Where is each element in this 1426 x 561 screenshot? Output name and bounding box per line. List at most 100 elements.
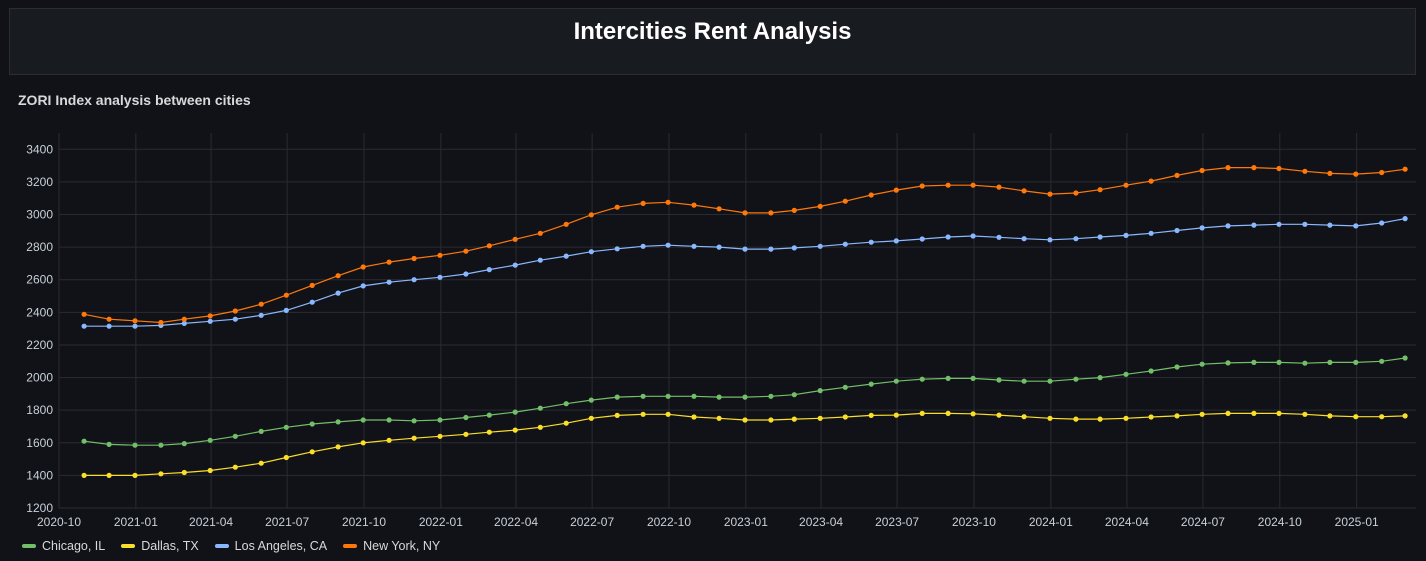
data-point <box>970 233 976 239</box>
y-tick-label: 1400 <box>26 468 53 482</box>
data-point <box>132 442 138 448</box>
data-point <box>360 264 366 270</box>
data-point <box>791 416 797 422</box>
data-point <box>1353 223 1359 229</box>
data-point <box>691 202 697 208</box>
data-point <box>537 424 543 430</box>
data-point <box>1123 182 1129 188</box>
data-point <box>1123 371 1129 377</box>
data-point <box>842 384 848 390</box>
data-point <box>742 417 748 423</box>
data-point <box>563 221 569 227</box>
data-point <box>970 411 976 417</box>
x-tick-label: 2022-04 <box>494 515 538 529</box>
data-point <box>132 323 138 329</box>
data-point <box>181 316 187 322</box>
data-point <box>588 415 594 421</box>
legend-item[interactable]: Los Angeles, CA <box>214 539 328 553</box>
data-point <box>1327 170 1333 176</box>
data-point <box>817 388 823 394</box>
data-point <box>716 415 722 421</box>
y-tick-label: 1200 <box>26 501 53 515</box>
data-point <box>1174 172 1180 178</box>
data-point <box>386 417 392 423</box>
data-point <box>1199 361 1205 367</box>
panel-title: ZORI Index analysis between cities <box>18 92 251 108</box>
data-point <box>1379 169 1385 176</box>
data-point <box>919 183 925 189</box>
dashboard-title: Intercities Rent Analysis <box>573 18 852 45</box>
data-point <box>437 252 443 258</box>
data-point <box>81 438 87 444</box>
data-point <box>691 393 697 399</box>
x-axis: 2020-10 2021-01 2021-04 2021-07 2021-10 2022-… <box>37 515 1379 529</box>
data-point <box>360 283 366 289</box>
legend-item[interactable]: New York, NY <box>343 539 440 553</box>
data-point <box>1225 410 1231 416</box>
data-point <box>919 376 925 382</box>
data-point <box>768 210 774 216</box>
x-tick-label: 2020-10 <box>37 515 81 529</box>
data-point <box>614 412 620 418</box>
data-point <box>411 277 417 283</box>
data-point <box>360 440 366 446</box>
data-point <box>106 441 112 447</box>
data-point <box>1097 416 1103 422</box>
data-point <box>996 377 1002 383</box>
data-point <box>207 318 213 324</box>
data-point <box>1123 415 1129 421</box>
data-point <box>232 308 238 314</box>
data-point <box>486 267 492 273</box>
data-point <box>537 405 543 411</box>
data-point <box>335 290 341 296</box>
data-point <box>335 419 341 425</box>
data-point <box>817 243 823 249</box>
data-point <box>996 184 1002 190</box>
data-point <box>1021 188 1027 194</box>
data-point <box>1174 227 1180 234</box>
legend-swatch <box>214 544 229 548</box>
data-point <box>463 414 469 421</box>
data-point <box>842 414 848 420</box>
y-tick-label: 1600 <box>26 436 53 450</box>
data-point <box>207 437 213 443</box>
data-point <box>970 182 976 188</box>
data-point <box>665 411 671 417</box>
data-point <box>893 412 899 418</box>
data-point <box>1353 359 1359 365</box>
data-point <box>1276 410 1282 416</box>
y-tick-label: 3200 <box>26 175 53 189</box>
data-point <box>232 464 238 470</box>
data-point <box>106 323 112 329</box>
data-point <box>640 411 646 417</box>
legend-label: Los Angeles, CA <box>234 539 328 553</box>
data-point <box>1047 415 1053 421</box>
data-point <box>1097 234 1103 240</box>
data-point <box>868 239 874 245</box>
data-point <box>309 299 315 305</box>
series-line <box>83 167 1406 324</box>
legend-item[interactable]: Chicago, IL <box>22 539 105 553</box>
data-point <box>106 316 112 322</box>
x-tick-label: 2021-10 <box>342 515 386 529</box>
data-point <box>132 318 138 324</box>
legend-item[interactable]: Dallas, TX <box>121 539 199 553</box>
x-tick-label: 2025-01 <box>1335 515 1379 529</box>
data-point <box>437 417 443 423</box>
data-point <box>437 274 443 280</box>
series-los-angeles-ca <box>81 216 1408 329</box>
data-point <box>486 412 492 418</box>
data-point <box>614 394 620 400</box>
data-point <box>691 414 697 420</box>
x-tick-label: 2024-07 <box>1181 515 1225 529</box>
data-point <box>486 243 492 249</box>
data-point <box>665 199 671 205</box>
data-point <box>1402 355 1408 361</box>
data-point <box>106 472 112 478</box>
data-point <box>1047 378 1053 384</box>
series-chicago-il <box>81 355 1408 448</box>
data-point <box>158 471 164 477</box>
series-line <box>84 218 1406 327</box>
data-point <box>768 246 774 252</box>
